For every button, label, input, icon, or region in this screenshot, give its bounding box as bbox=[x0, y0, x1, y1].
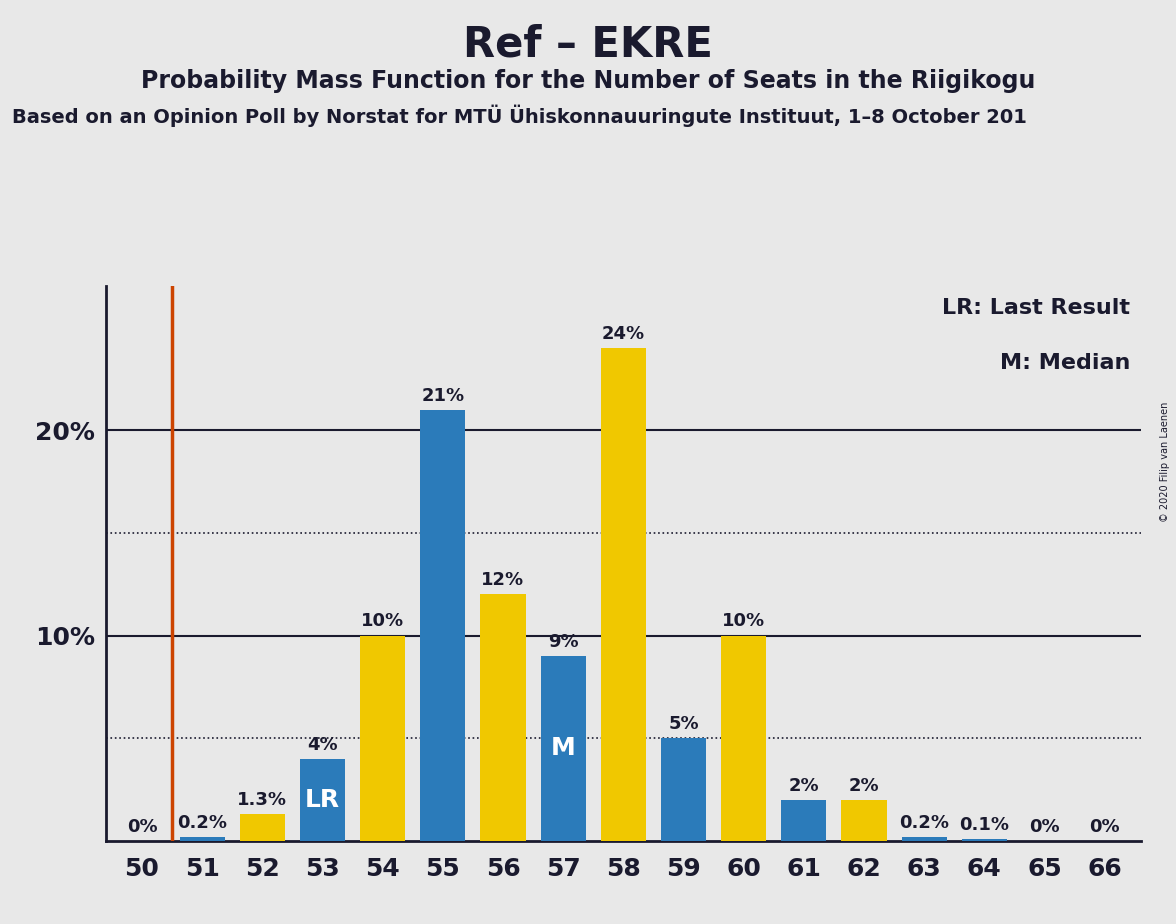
Text: 24%: 24% bbox=[602, 325, 644, 343]
Text: 0%: 0% bbox=[1029, 818, 1060, 835]
Bar bbox=[240, 814, 285, 841]
Text: 0.2%: 0.2% bbox=[178, 814, 227, 832]
Bar bbox=[661, 738, 706, 841]
Bar bbox=[601, 348, 646, 841]
Text: 5%: 5% bbox=[668, 715, 699, 733]
Bar bbox=[420, 409, 466, 841]
Bar bbox=[300, 759, 345, 841]
Text: LR: LR bbox=[305, 788, 340, 812]
Text: 0.1%: 0.1% bbox=[960, 816, 1009, 833]
Bar bbox=[360, 636, 406, 841]
Bar bbox=[902, 837, 947, 841]
Text: 21%: 21% bbox=[421, 386, 465, 405]
Text: 12%: 12% bbox=[481, 571, 524, 590]
Text: M: M bbox=[550, 736, 575, 760]
Text: 10%: 10% bbox=[722, 613, 766, 630]
Text: 0%: 0% bbox=[1089, 818, 1120, 835]
Text: 2%: 2% bbox=[849, 777, 880, 795]
Bar bbox=[180, 837, 225, 841]
Text: 0.2%: 0.2% bbox=[900, 814, 949, 832]
Text: Probability Mass Function for the Number of Seats in the Riigikogu: Probability Mass Function for the Number… bbox=[141, 69, 1035, 93]
Text: 4%: 4% bbox=[307, 736, 338, 754]
Bar bbox=[541, 656, 586, 841]
Bar bbox=[781, 800, 827, 841]
Text: 9%: 9% bbox=[548, 633, 579, 650]
Text: 2%: 2% bbox=[788, 777, 820, 795]
Bar bbox=[841, 800, 887, 841]
Bar bbox=[962, 839, 1007, 841]
Text: 1.3%: 1.3% bbox=[238, 791, 287, 809]
Text: 10%: 10% bbox=[361, 613, 405, 630]
Text: Based on an Opinion Poll by Norstat for MTÜ Ühiskonnauuringute Instituut, 1–8 Oc: Based on an Opinion Poll by Norstat for … bbox=[12, 104, 1027, 127]
Text: Ref – EKRE: Ref – EKRE bbox=[463, 23, 713, 65]
Bar bbox=[721, 636, 767, 841]
Text: LR: Last Result: LR: Last Result bbox=[942, 298, 1130, 318]
Text: M: Median: M: Median bbox=[1000, 353, 1130, 373]
Text: 0%: 0% bbox=[127, 818, 158, 835]
Bar bbox=[480, 594, 526, 841]
Text: © 2020 Filip van Laenen: © 2020 Filip van Laenen bbox=[1160, 402, 1170, 522]
